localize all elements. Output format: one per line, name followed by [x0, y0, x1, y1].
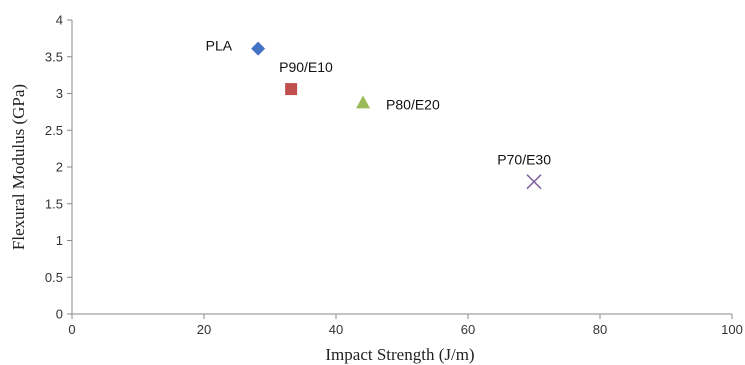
x-axis: 0 20 40 60 80 100: [68, 313, 743, 337]
point-labels: PLA P90/E10 P80/E20 P70/E30: [206, 38, 552, 168]
y-tick-label: 2: [56, 160, 63, 175]
y-tick-label: 4: [56, 13, 63, 28]
y-axis: 0 0.5 1 1.5 2 2.5 3 3.5 4: [45, 13, 73, 322]
y-tick-label: 3.5: [45, 49, 63, 64]
point-label-pla: PLA: [206, 38, 233, 54]
x-tick-label: 20: [197, 322, 211, 337]
point-label-p80-e20: P80/E20: [386, 96, 440, 112]
x-tick-label: 80: [593, 322, 607, 337]
data-points: [251, 41, 542, 190]
point-label-p90-e10: P90/E10: [279, 59, 333, 75]
x-tick-label: 100: [721, 322, 743, 337]
y-axis-title: Flexural Modulus (GPa): [9, 84, 28, 250]
point-p80-e20: [356, 95, 371, 109]
point-p70-e30-stroke-b: [526, 174, 542, 190]
point-pla: [251, 41, 266, 56]
y-tick-label: 3: [56, 86, 63, 101]
x-tick-label: 60: [461, 322, 475, 337]
x-tick-label: 0: [68, 322, 75, 337]
y-tick-label: 2.5: [45, 123, 63, 138]
y-tick-label: 1.5: [45, 196, 63, 211]
point-p90-e10: [285, 83, 298, 96]
y-tick-label: 0: [56, 307, 63, 322]
x-tick-label: 40: [329, 322, 343, 337]
x-axis-title: Impact Strength (J/m): [325, 345, 474, 364]
point-p70-e30: [526, 174, 542, 190]
y-tick-label: 1: [56, 233, 63, 248]
y-tick-label: 0.5: [45, 270, 63, 285]
point-label-p70-e30: P70/E30: [497, 152, 551, 168]
